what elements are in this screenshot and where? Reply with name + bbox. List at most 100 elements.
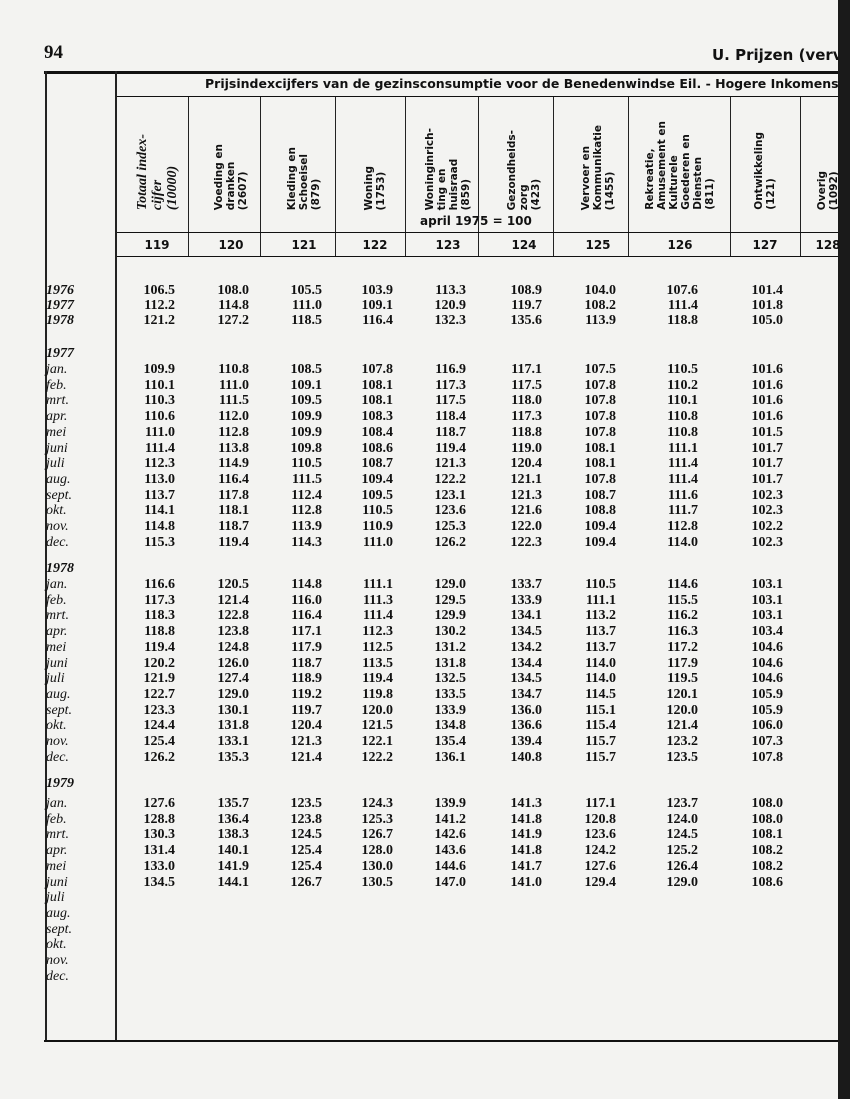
- cell: 115.4: [585, 718, 616, 734]
- cell: 107.8: [361, 362, 394, 377]
- row-label: aug.: [46, 905, 71, 921]
- cell: 123.1: [434, 487, 467, 503]
- column-header-line: zorg: [518, 183, 530, 210]
- column-header-line: Kleding en: [286, 146, 298, 210]
- row-label: juli: [46, 456, 65, 472]
- cell: 109.9: [143, 362, 176, 377]
- cell: 134.2: [510, 639, 543, 655]
- cell: 104.0: [584, 283, 617, 298]
- cell: 118.4: [435, 409, 466, 425]
- cell: 111.1: [668, 440, 698, 456]
- cell: 131.8: [434, 655, 467, 671]
- cell: 117.5: [435, 393, 466, 409]
- cell: 132.5: [434, 671, 467, 687]
- cell: 120.5: [217, 577, 250, 592]
- cell: 107.8: [584, 409, 617, 425]
- cell: 103.4: [751, 624, 784, 640]
- row-label: sept.: [46, 921, 73, 937]
- row-label: jan.: [46, 362, 68, 377]
- cell: 110.8: [667, 424, 698, 440]
- cell: 112.4: [291, 487, 322, 503]
- column-header-line: Kommunikatie: [592, 124, 604, 210]
- column-header-text: Ontwikkeling (121): [753, 132, 777, 210]
- cell: 135.3: [217, 749, 250, 765]
- cell: 118.8: [511, 424, 542, 440]
- cell: 108.7: [361, 456, 394, 472]
- cell: 113.8: [218, 440, 249, 456]
- column-header-line: (879): [310, 178, 322, 210]
- cell: 120.1: [666, 686, 699, 702]
- column-header-text: Rekreatie, Amusement en Kulturele Goederen …: [644, 121, 716, 210]
- cell: 124.0: [666, 811, 699, 827]
- cell: 138.3: [217, 827, 250, 843]
- cell: 118.1: [218, 503, 249, 519]
- cell: 118.5: [291, 313, 322, 328]
- row-label: juli: [46, 890, 65, 906]
- top-rule: [44, 71, 838, 74]
- cell: 125.4: [290, 843, 323, 859]
- column-header-line: Overig: [816, 170, 828, 210]
- cell: 130.0: [361, 858, 394, 874]
- cell: 133.7: [510, 577, 543, 592]
- cell: 103.1: [751, 608, 784, 624]
- cell: 111.0: [219, 377, 249, 393]
- bottom-rule: [44, 1040, 838, 1042]
- cell: 117.1: [291, 624, 322, 640]
- cell: 134.8: [434, 718, 467, 734]
- cell: 110.5: [667, 362, 698, 377]
- cell: 121.3: [434, 456, 467, 472]
- cell: 123.8: [217, 624, 250, 640]
- column-rule: [478, 233, 479, 256]
- column-header: Ontwikkeling (121): [729, 98, 801, 210]
- cell: 110.2: [667, 377, 698, 393]
- cell: 101.7: [751, 456, 784, 472]
- cell: 125.2: [666, 843, 699, 859]
- cell: 110.1: [667, 393, 698, 409]
- cell: 110.6: [144, 409, 175, 425]
- column-header-line: (1753): [375, 171, 387, 210]
- row-label: dec.: [46, 534, 69, 550]
- column-header: Woning (1753): [339, 98, 411, 211]
- cell: 108.3: [361, 409, 394, 425]
- column-header-line: (1455): [604, 171, 616, 210]
- column-header-line: (859): [460, 178, 472, 210]
- cell: 114.0: [585, 655, 616, 671]
- cell: 110.3: [144, 393, 175, 409]
- cell: 110.5: [362, 503, 393, 519]
- cell: 116.6: [144, 577, 175, 592]
- cell: 120.8: [584, 811, 617, 827]
- row-label: sept.: [46, 702, 73, 718]
- column-header-line: (1092): [828, 171, 840, 210]
- cell: 131.2: [434, 639, 467, 655]
- column-number: 123: [435, 238, 461, 252]
- cell: 111.4: [668, 298, 698, 313]
- cell: 113.7: [144, 487, 175, 503]
- row-label: feb.: [46, 592, 67, 608]
- column-header-line: Amusement en: [656, 121, 668, 210]
- cell: 118.3: [144, 608, 175, 624]
- cell: 130.3: [143, 827, 176, 843]
- cell: 131.8: [217, 718, 250, 734]
- cell: 111.5: [292, 471, 322, 487]
- cell: 103.1: [751, 577, 784, 592]
- column-header-text: Woninginrich-ting en huisraad (859): [424, 128, 472, 210]
- cell: 111.7: [668, 503, 698, 519]
- column-header-line: (2607): [237, 171, 249, 210]
- cell: 127.4: [217, 671, 250, 687]
- cell: 124.2: [584, 843, 617, 859]
- cell: 101.8: [751, 298, 784, 313]
- cell: 121.3: [290, 734, 323, 749]
- column-header-text: Voeding en dranken (2607): [213, 144, 249, 210]
- row-label: feb.: [46, 811, 67, 827]
- cell: 109.9: [290, 424, 323, 440]
- cell: 117.8: [218, 487, 249, 503]
- row-label: nov.: [46, 734, 69, 749]
- cell: 112.2: [144, 298, 175, 313]
- cell: 101.5: [751, 424, 784, 440]
- cell: 103.1: [751, 592, 784, 608]
- column-header-line: Rekreatie,: [644, 148, 656, 210]
- cell: 121.1: [510, 471, 543, 487]
- cell: 117.5: [511, 377, 542, 393]
- cell: 108.1: [751, 827, 784, 843]
- cell: 136.1: [434, 749, 467, 765]
